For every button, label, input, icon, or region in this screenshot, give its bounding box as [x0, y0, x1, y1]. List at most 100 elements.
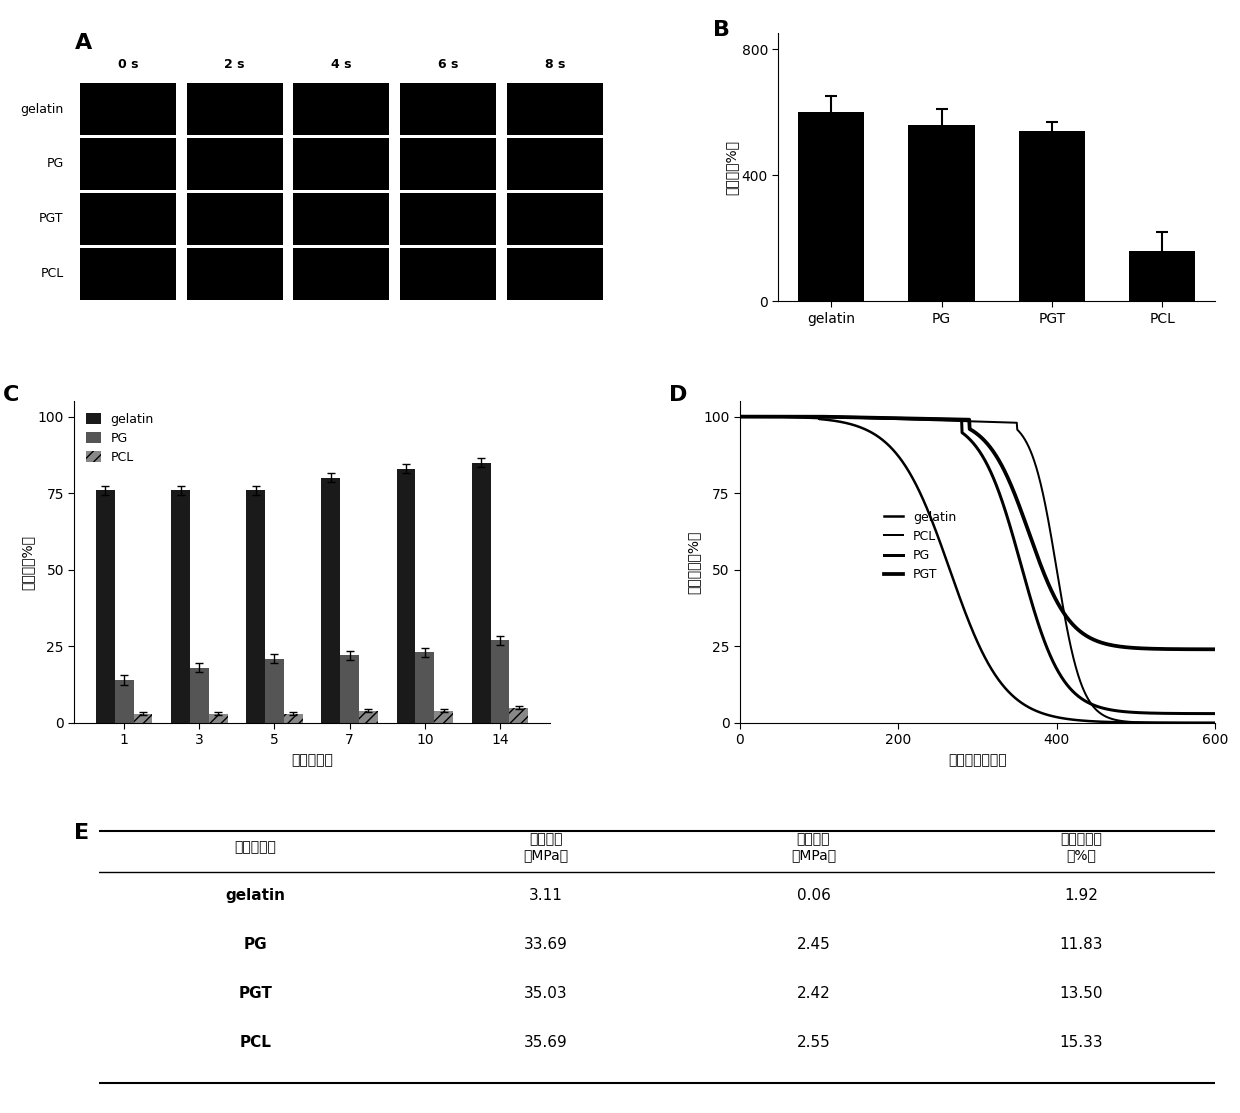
X-axis label: 温度（摄氏度）: 温度（摄氏度）: [949, 752, 1007, 767]
Legend: gelatin, PCL, PG, PGT: gelatin, PCL, PG, PGT: [879, 505, 961, 587]
Line: gelatin: gelatin: [740, 416, 1215, 722]
PGT: [942, 413, 957, 426]
Text: E: E: [74, 823, 89, 843]
Bar: [471, 463, 491, 722]
Bar: [79, 138, 176, 190]
Text: 15.33: 15.33: [1059, 1034, 1104, 1050]
Text: PG: PG: [243, 937, 268, 952]
PG: [1059, 677, 1074, 690]
Bar: [186, 248, 283, 301]
Line: PGT: PGT: [740, 416, 1215, 649]
Text: 0 s: 0 s: [118, 58, 138, 71]
Bar: [284, 713, 303, 722]
Text: 2.42: 2.42: [796, 986, 831, 1001]
Bar: [134, 713, 153, 722]
Bar: [360, 710, 378, 722]
PCL: [733, 410, 748, 423]
Bar: [321, 477, 340, 722]
Text: 35.03: 35.03: [523, 986, 568, 1001]
Bar: [401, 83, 496, 135]
Bar: [294, 248, 389, 301]
Text: 13.50: 13.50: [1059, 986, 1104, 1001]
Text: B: B: [713, 20, 730, 40]
Bar: [401, 193, 496, 245]
Bar: [95, 490, 115, 722]
Bar: [799, 112, 864, 302]
Text: 4 s: 4 s: [331, 58, 352, 71]
gelatin: [1059, 712, 1074, 726]
Bar: [186, 83, 283, 135]
Bar: [265, 659, 284, 722]
PG: [781, 410, 796, 423]
PG: [1104, 703, 1118, 717]
Bar: [294, 138, 389, 190]
PGT: [1104, 638, 1118, 651]
PCL: [781, 410, 796, 423]
PGT: [925, 412, 940, 425]
Y-axis label: 吸水率（%）: 吸水率（%）: [724, 140, 739, 195]
Text: 断裂伸长率
（%）: 断裂伸长率 （%）: [1060, 833, 1102, 863]
Bar: [909, 125, 975, 302]
PG: [1111, 705, 1126, 718]
Bar: [115, 680, 134, 722]
gelatin: [925, 514, 940, 528]
Text: 2 s: 2 s: [224, 58, 244, 71]
Text: PCL: PCL: [239, 1034, 272, 1050]
Text: 弹性模量
（MPa）: 弹性模量 （MPa）: [523, 833, 568, 863]
Bar: [171, 490, 190, 722]
Text: 3.11: 3.11: [528, 888, 563, 904]
Text: 2.45: 2.45: [796, 937, 831, 952]
Text: gelatin: gelatin: [226, 888, 285, 904]
Bar: [294, 83, 389, 135]
Legend: gelatin, PG, PCL: gelatin, PG, PCL: [81, 407, 159, 469]
Text: 纳米纤维膜: 纳米纤维膜: [234, 840, 277, 854]
Y-axis label: 降解率（%）: 降解率（%）: [21, 534, 35, 590]
Bar: [1130, 250, 1195, 302]
Bar: [208, 713, 227, 722]
PGT: [733, 410, 748, 423]
Bar: [415, 652, 434, 722]
Text: PCL: PCL: [41, 267, 63, 280]
PCL: [1111, 713, 1126, 727]
gelatin: [1208, 716, 1223, 729]
Line: PG: PG: [740, 416, 1215, 713]
Bar: [340, 656, 360, 722]
X-axis label: 时间（天）: 时间（天）: [291, 752, 334, 767]
PG: [942, 413, 957, 426]
PG: [925, 413, 940, 426]
PCL: [942, 414, 957, 427]
gelatin: [781, 411, 796, 424]
Bar: [510, 708, 528, 722]
Text: C: C: [2, 385, 20, 405]
Bar: [397, 469, 415, 722]
gelatin: [942, 561, 957, 574]
Bar: [507, 83, 603, 135]
Bar: [507, 248, 603, 301]
Line: PCL: PCL: [740, 416, 1215, 722]
Text: PGT: PGT: [238, 986, 273, 1001]
Bar: [294, 193, 389, 245]
Bar: [79, 83, 176, 135]
Bar: [190, 668, 208, 722]
PGT: [781, 410, 796, 423]
gelatin: [733, 410, 748, 423]
Text: gelatin: gelatin: [21, 102, 63, 116]
Bar: [79, 248, 176, 301]
Bar: [186, 193, 283, 245]
PCL: [925, 413, 940, 426]
PCL: [1208, 716, 1223, 729]
Text: D: D: [668, 385, 687, 405]
Text: A: A: [74, 33, 92, 53]
gelatin: [1111, 716, 1126, 729]
PGT: [1059, 610, 1074, 623]
Bar: [507, 138, 603, 190]
Text: 35.69: 35.69: [523, 1034, 568, 1050]
Bar: [401, 138, 496, 190]
Bar: [247, 490, 265, 722]
Text: 8 s: 8 s: [544, 58, 565, 71]
Bar: [434, 710, 453, 722]
PGT: [1111, 640, 1126, 653]
Text: PG: PG: [46, 158, 63, 170]
PCL: [1104, 712, 1118, 726]
Text: 33.69: 33.69: [523, 937, 568, 952]
